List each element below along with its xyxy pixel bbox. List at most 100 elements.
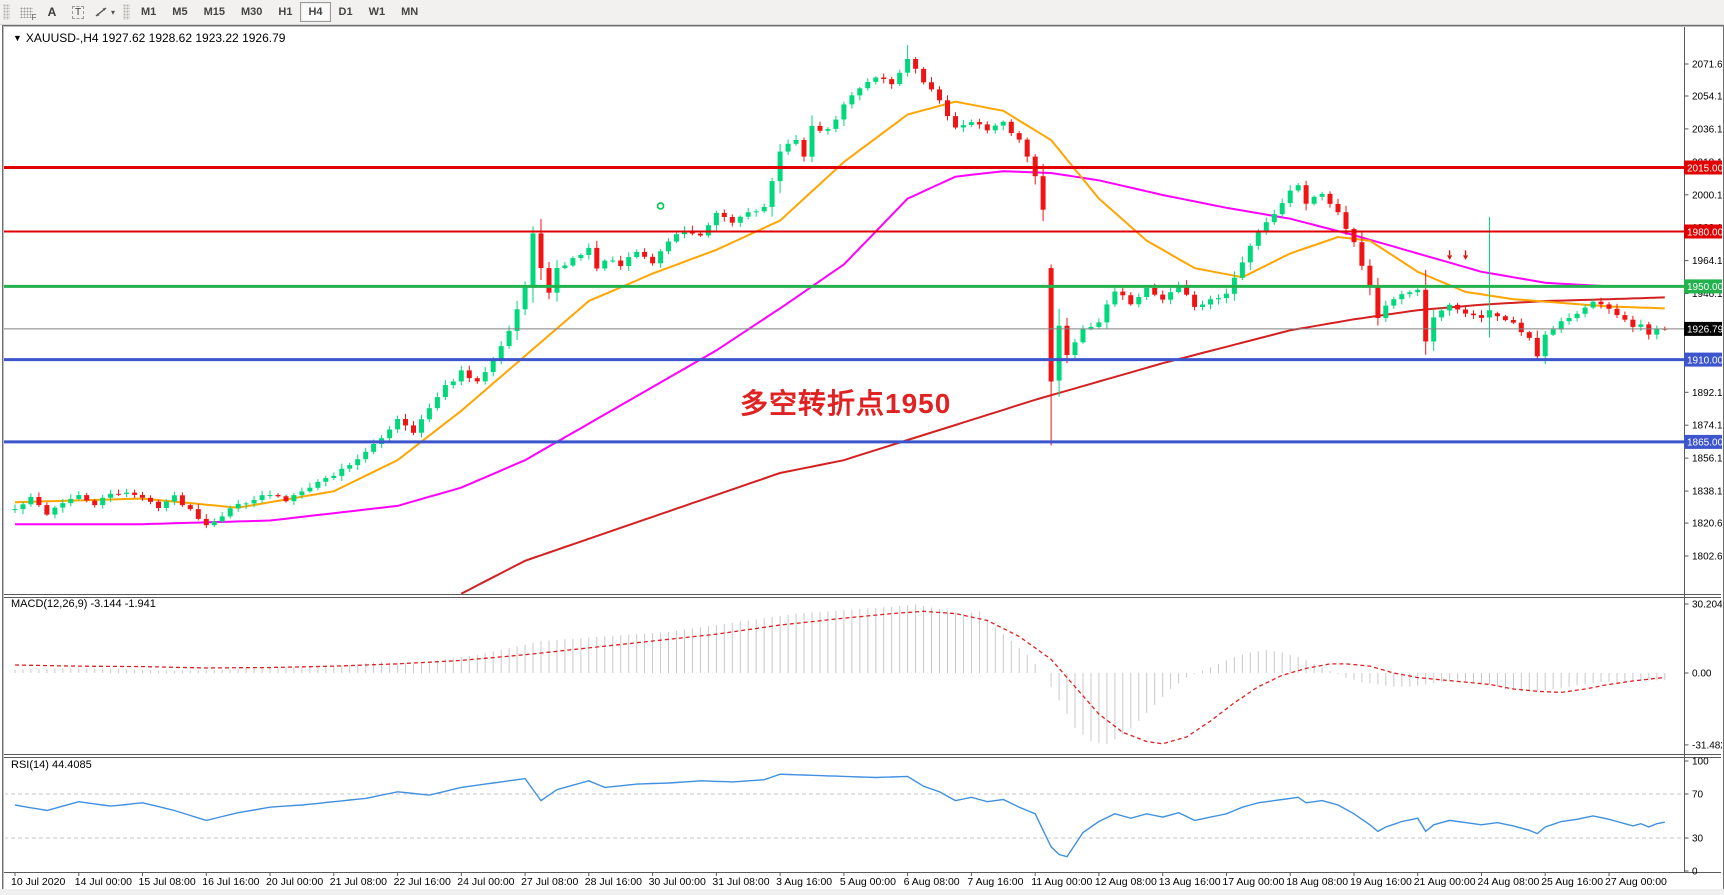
timeframe-H4[interactable]: H4 (300, 2, 331, 22)
timeframe-M30[interactable]: M30 (240, 6, 263, 18)
svg-text:2036.10: 2036.10 (1692, 124, 1722, 135)
level-price-label-1910.00: 1910.00 (1684, 352, 1724, 367)
level-price-label-2015.00: 2015.00 (1684, 160, 1724, 175)
chart-canvas[interactable]: 2071.602054.102036.102018.102000.101982.… (4, 27, 1724, 889)
svg-text:19 Aug 16:00: 19 Aug 16:00 (1350, 876, 1412, 888)
ma-fast-line[interactable] (14, 100, 1665, 509)
macd-histogram (14, 604, 1666, 744)
dotted-grid-icon: F (19, 6, 37, 22)
svg-text:0: 0 (1692, 867, 1698, 878)
symbol-title-text: XAUUSD-,H4 1927.62 1928.62 1923.22 1926.… (25, 31, 286, 45)
timeframe-D1[interactable]: D1 (338, 6, 353, 18)
text-tool-button[interactable]: T (66, 1, 90, 23)
svg-text:28 Jul 16:00: 28 Jul 16:00 (585, 876, 642, 888)
level-price-label-1980.00: 1980.00 (1684, 224, 1724, 239)
timeframe-M5[interactable]: M5 (172, 6, 188, 18)
svg-text:27 Aug 00:00: 27 Aug 00:00 (1605, 876, 1667, 888)
rsi-indicator-label: RSI(14) 44.4085 (11, 759, 92, 771)
svg-text:22 Jul 16:00: 22 Jul 16:00 (394, 876, 451, 888)
svg-text:20 Jul 00:00: 20 Jul 00:00 (266, 876, 323, 888)
main-pane (12, 45, 1668, 594)
timeframe-buttons: M1 M5 M15 M30 H1 H4 D1 W1 MN (133, 2, 426, 22)
trendline-tool-button[interactable]: ▾ (92, 1, 116, 23)
font-icon: A (47, 5, 57, 19)
svg-text:18 Aug 08:00: 18 Aug 08:00 (1286, 876, 1348, 888)
svg-text:1892.10: 1892.10 (1692, 388, 1722, 399)
svg-text:30 Jul 00:00: 30 Jul 00:00 (649, 876, 706, 888)
svg-text:12 Aug 08:00: 12 Aug 08:00 (1095, 876, 1157, 888)
svg-text:100: 100 (1692, 757, 1709, 768)
svg-text:7 Aug 16:00: 7 Aug 16:00 (967, 876, 1023, 888)
svg-text:24 Aug 08:00: 24 Aug 08:00 (1478, 876, 1540, 888)
symbol-title[interactable]: ▼ XAUUSD-,H4 1927.62 1928.62 1923.22 1926… (13, 31, 285, 45)
svg-text:1950.00: 1950.00 (1687, 282, 1722, 293)
svg-text:2015.00: 2015.00 (1687, 163, 1722, 174)
svg-text:2071.60: 2071.60 (1692, 60, 1722, 71)
svg-text:17 Aug 00:00: 17 Aug 00:00 (1222, 876, 1284, 888)
svg-text:30: 30 (1692, 834, 1704, 845)
svg-text:1820.60: 1820.60 (1692, 519, 1722, 530)
svg-text:24 Jul 00:00: 24 Jul 00:00 (457, 876, 514, 888)
level-price-label-1865.00: 1865.00 (1684, 434, 1724, 449)
ma-slow-line[interactable] (460, 296, 1665, 594)
svg-text:10 Jul 2020: 10 Jul 2020 (11, 876, 65, 888)
text-tool-icon: T (71, 5, 85, 19)
svg-text:25 Aug 16:00: 25 Aug 16:00 (1541, 876, 1603, 888)
svg-text:21 Jul 08:00: 21 Jul 08:00 (330, 876, 387, 888)
ma-mid-line[interactable] (15, 170, 1665, 526)
svg-text:30.204: 30.204 (1692, 600, 1722, 611)
svg-text:1980.00: 1980.00 (1687, 227, 1722, 238)
toolbar-grip-handle[interactable] (3, 4, 10, 20)
svg-text:1964.10: 1964.10 (1692, 256, 1722, 267)
svg-text:15 Jul 08:00: 15 Jul 08:00 (139, 876, 196, 888)
svg-text:2000.10: 2000.10 (1692, 190, 1722, 201)
svg-text:5 Aug 00:00: 5 Aug 00:00 (840, 876, 896, 888)
font-tool-button[interactable]: A (40, 1, 64, 23)
timeframe-MN[interactable]: MN (401, 6, 419, 18)
svg-text:2054.10: 2054.10 (1692, 92, 1722, 103)
svg-text:31 Jul 08:00: 31 Jul 08:00 (712, 876, 769, 888)
svg-text:27 Jul 08:00: 27 Jul 08:00 (521, 876, 578, 888)
timeframe-M1[interactable]: M1 (141, 6, 157, 18)
toolbar: F A T ▾ M1 M5 M15 M30 H1 H4 D1 W1 MN (0, 0, 1724, 25)
svg-text:13 Aug 16:00: 13 Aug 16:00 (1159, 876, 1221, 888)
chart-window: 2071.602054.102036.102018.102000.101982.… (2, 25, 1724, 891)
svg-text:16 Jul 16:00: 16 Jul 16:00 (202, 876, 259, 888)
current-price-label: 1926.79 (1684, 321, 1724, 336)
diagonal-arrows-icon (95, 7, 107, 17)
svg-text:21 Aug 00:00: 21 Aug 00:00 (1414, 876, 1476, 888)
timeframe-W1[interactable]: W1 (368, 6, 386, 18)
chart-annotation: 多空转折点1950 (740, 388, 952, 419)
macd-signal-line (14, 610, 1665, 745)
sell-arrow-marker (1447, 250, 1453, 260)
candles (12, 45, 1668, 529)
dotted-grid-tool-button[interactable]: F (14, 1, 38, 23)
svg-text:0.00: 0.00 (1692, 669, 1712, 680)
dropdown-caret-icon: ▾ (111, 7, 116, 17)
svg-text:11 Aug 00:00: 11 Aug 00:00 (1031, 876, 1092, 888)
buy-dot-marker (656, 202, 665, 210)
svg-text:-31.482: -31.482 (1692, 740, 1722, 751)
svg-text:1856.10: 1856.10 (1692, 454, 1722, 465)
svg-text:1865.00: 1865.00 (1687, 438, 1722, 449)
rsi-pane (5, 773, 1684, 858)
timeframe-H1[interactable]: H1 (278, 6, 293, 18)
svg-text:3 Aug 16:00: 3 Aug 16:00 (776, 876, 832, 888)
symbol-dropdown-icon: ▼ (13, 33, 22, 43)
timeframe-bar-grip-handle[interactable] (123, 4, 131, 20)
svg-text:1802.60: 1802.60 (1692, 552, 1722, 563)
rsi-line (14, 773, 1665, 858)
level-price-label-1950.00: 1950.00 (1684, 279, 1724, 294)
pane-borders (4, 27, 1721, 873)
svg-text:70: 70 (1692, 790, 1704, 801)
timeframe-M15[interactable]: M15 (203, 6, 225, 18)
svg-text:14 Jul 00:00: 14 Jul 00:00 (75, 876, 132, 888)
svg-text:1874.10: 1874.10 (1692, 421, 1722, 432)
macd-indicator-label: MACD(12,26,9) -3.144 -1.941 (11, 598, 156, 610)
svg-text:6 Aug 08:00: 6 Aug 08:00 (904, 876, 960, 888)
bottom-strip (0, 889, 1724, 895)
time-axis[interactable]: 10 Jul 2020 14 Jul 00:00 15 Jul 08:00 16 Ju… (11, 872, 1667, 889)
svg-text:1946.10: 1946.10 (1692, 289, 1722, 300)
sell-arrow-marker (1462, 250, 1469, 260)
